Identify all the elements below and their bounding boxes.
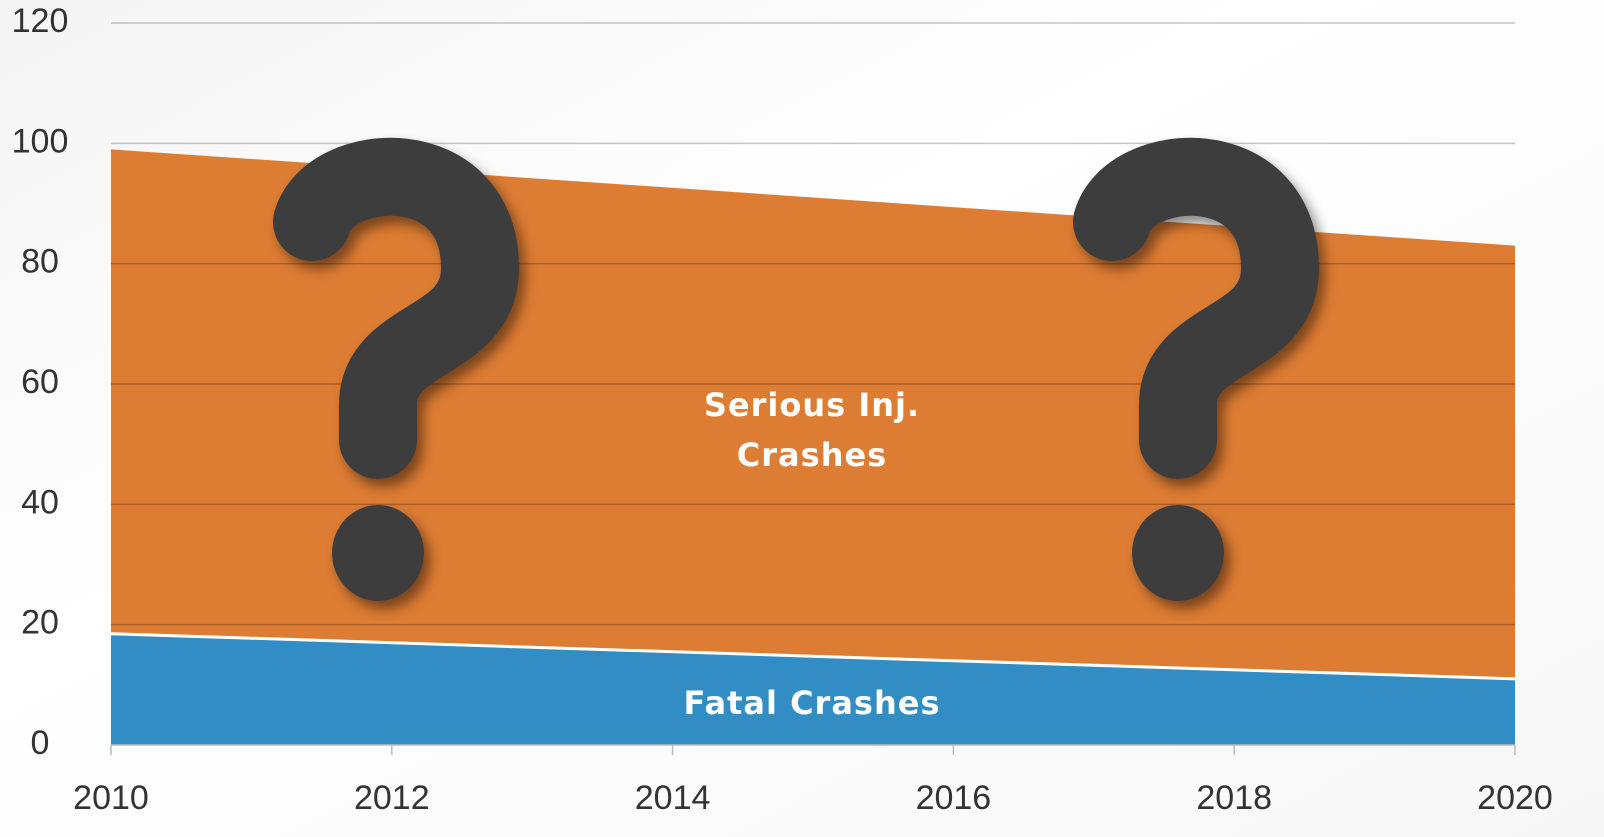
y-tick-label: 100 [12, 122, 69, 160]
question-hook [273, 137, 520, 479]
question-marks [273, 137, 1320, 601]
y-tick-label: 0 [31, 724, 50, 762]
series-boundary [110, 632, 1516, 681]
y-tick-label: 80 [21, 243, 59, 281]
question-dot [332, 505, 424, 601]
y-tick-label: 120 [12, 2, 69, 40]
x-tick-label: 2012 [354, 779, 430, 817]
x-tick-label: 2014 [635, 779, 711, 817]
x-tick-label: 2016 [916, 779, 992, 817]
y-tick-label: 60 [21, 363, 59, 401]
x-tick-label: 2018 [1196, 779, 1272, 817]
x-tick-label: 2020 [1477, 779, 1553, 817]
area [111, 633, 1515, 745]
area-label: Serious Inj. Crashes [703, 386, 921, 474]
y-tick-label: 40 [21, 483, 59, 521]
area-label-box: Serious Inj. Crashes [703, 386, 921, 474]
y-tick-label: 20 [21, 604, 59, 642]
question-hook [1073, 137, 1320, 479]
x-tick-label: 2010 [73, 779, 149, 817]
question-dot [1132, 505, 1224, 601]
area-label: Fatal Crashes [683, 684, 940, 722]
